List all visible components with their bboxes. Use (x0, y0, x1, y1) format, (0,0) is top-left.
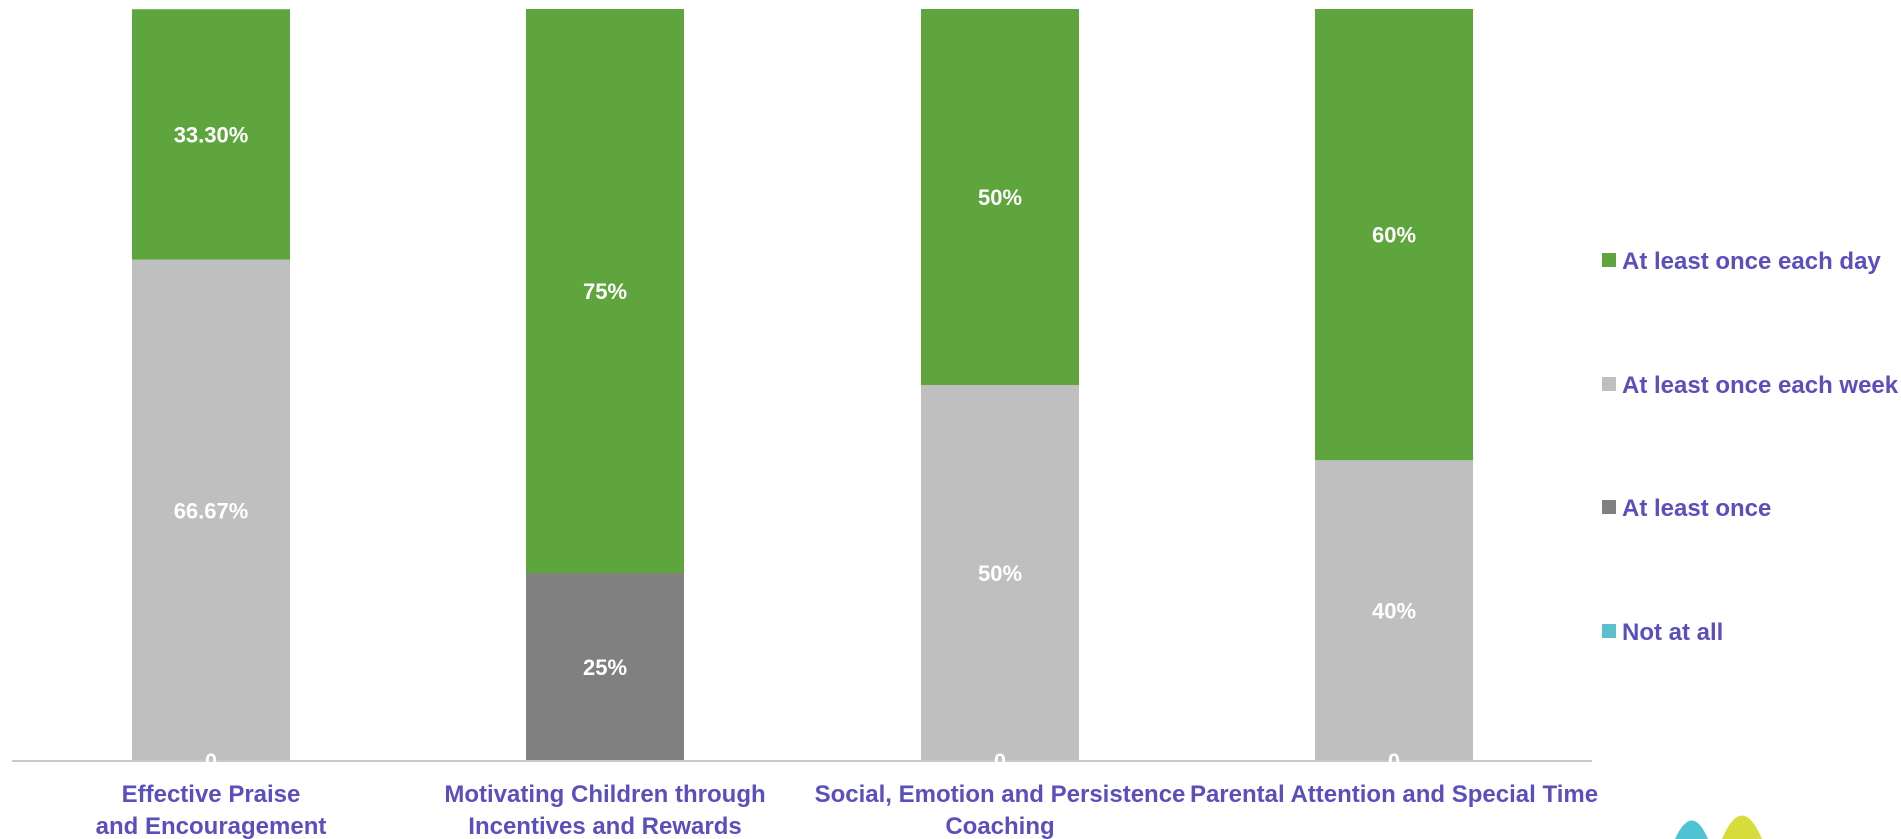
x-tick-label-3: Social, Emotion and Persistence Coaching (815, 781, 1186, 839)
brand-logo (1675, 816, 1762, 839)
data-label-at-least-once-each-day-2: 75% (583, 279, 627, 304)
data-label-at-least-once-each-day-1: 33.30% (174, 122, 249, 147)
data-label-not-at-all-3: 0 (994, 749, 1006, 774)
data-label-at-least-once-each-week-4: 40% (1372, 599, 1416, 624)
data-label-at-least-once-each-week-1: 66.67% (174, 498, 249, 523)
bars-layer (132, 9, 1473, 761)
data-label-not-at-all-4: 0 (1388, 749, 1400, 774)
x-tick-label-2: Motivating Children through Incentives an… (444, 781, 765, 839)
x-tick-label-1: Effective Praise and Encouragement (96, 781, 327, 839)
data-label-at-least-once-each-day-3: 50% (978, 185, 1022, 210)
data-labels-layer: 0 66.67% 33.30% 25% 75% 0 50% 50% 0 40% 60% (174, 122, 1416, 774)
legend-swatch-at-least-once (1602, 500, 1616, 514)
category-labels-layer: Effective Praise and Encouragement Motivat… (96, 781, 1598, 839)
legend-swatch-at-least-once-each-day (1602, 253, 1616, 267)
legend-swatch-not-at-all (1602, 624, 1616, 638)
legend-swatch-at-least-once-each-week (1602, 377, 1616, 391)
legend-label-not-at-all: Not at all (1622, 619, 1723, 646)
logo-teal-shape (1675, 821, 1708, 839)
logo-lime-shape (1722, 816, 1762, 839)
legend-label-at-least-once-each-week: At least once each week (1622, 372, 1899, 399)
data-label-not-at-all-1: 0 (205, 749, 217, 774)
legend-label-at-least-once: At least once (1622, 495, 1771, 522)
data-label-at-least-once-each-week-3: 50% (978, 561, 1022, 586)
legend: At least once each day At least once each… (1602, 248, 1899, 646)
x-tick-label-4: Parental Attention and Special Time (1190, 781, 1598, 808)
data-label-at-least-once-2: 25% (583, 655, 627, 680)
legend-label-at-least-once-each-day: At least once each day (1622, 248, 1881, 275)
data-label-at-least-once-each-day-4: 60% (1372, 223, 1416, 248)
